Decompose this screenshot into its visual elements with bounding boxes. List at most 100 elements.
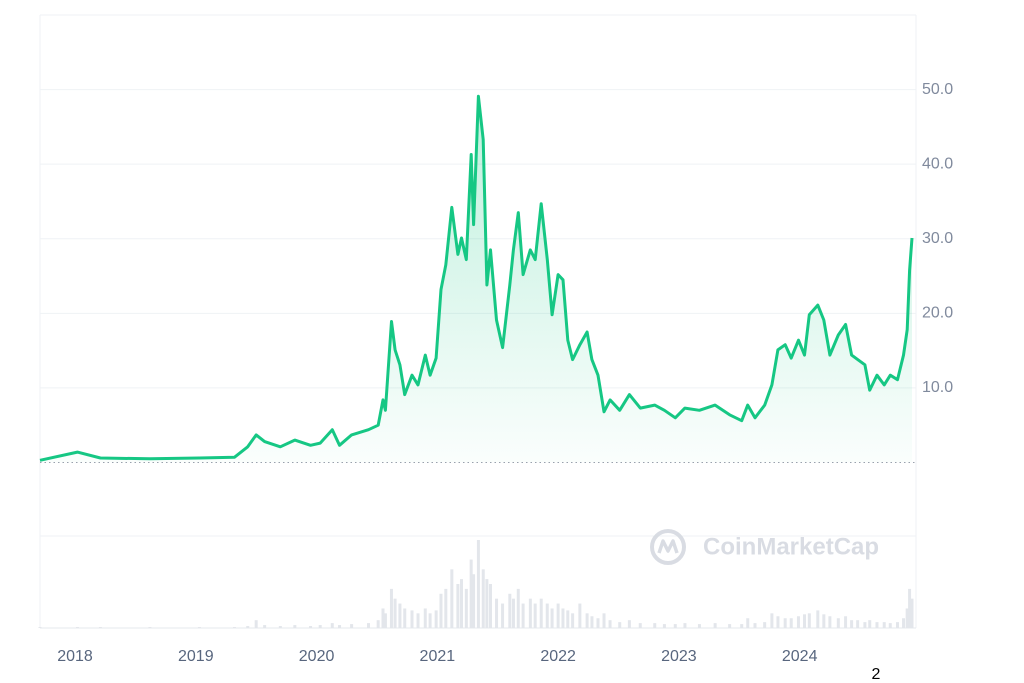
x-tick-label: 2018 xyxy=(57,648,93,665)
volume-bar xyxy=(338,625,342,628)
volume-bar xyxy=(278,626,282,628)
volume-bar xyxy=(423,608,427,628)
volume-bar xyxy=(836,618,840,628)
y-tick-label: 40.0 xyxy=(922,155,953,172)
volume-bar xyxy=(98,627,102,628)
volume-bar xyxy=(309,626,313,628)
volume-bar xyxy=(728,624,732,628)
volume-bar xyxy=(464,588,468,628)
volume-bar xyxy=(293,625,297,628)
volume-bar xyxy=(561,608,565,628)
area xyxy=(40,96,912,463)
volume-bar xyxy=(528,598,532,628)
volume-bar xyxy=(376,620,380,628)
volume-bar xyxy=(263,625,267,628)
volume-bar xyxy=(511,598,515,628)
volume-bar xyxy=(673,624,677,628)
volume-bar xyxy=(882,622,886,628)
volume-bar xyxy=(844,616,848,628)
volume-bar xyxy=(254,620,258,628)
volume-bar xyxy=(902,618,906,628)
volume-bar xyxy=(439,593,443,628)
volume-bar xyxy=(550,608,554,628)
volume-bar xyxy=(585,613,589,628)
volume-bar xyxy=(410,610,414,628)
volume-bar xyxy=(776,616,780,628)
x-tick-label: 2023 xyxy=(661,648,697,665)
volume-bar xyxy=(653,623,657,628)
volume-bar xyxy=(450,569,454,628)
volume-bar xyxy=(472,574,476,628)
volume-bar xyxy=(428,613,432,628)
volume-bar xyxy=(713,623,717,628)
volume-bar xyxy=(863,622,867,628)
x-tick-label: 2022 xyxy=(540,648,576,665)
volume-bar xyxy=(571,613,575,628)
volume-bar xyxy=(501,603,505,628)
volume-bar xyxy=(469,559,473,628)
y-tick-label: 50.0 xyxy=(922,81,953,98)
volume-bar xyxy=(783,618,787,628)
volume-bar xyxy=(456,584,460,628)
volume-bar xyxy=(516,588,520,628)
volume-bar xyxy=(556,603,560,628)
volume-bar xyxy=(763,622,767,628)
volume-bar xyxy=(828,616,832,628)
volume-bar xyxy=(910,598,914,628)
volume-bar xyxy=(545,603,549,628)
volume-bar xyxy=(398,603,402,628)
volume-bar xyxy=(807,613,811,628)
volume-bar xyxy=(662,624,666,628)
volume-bar xyxy=(683,623,687,628)
y-tick-label: 30.0 xyxy=(922,230,953,247)
volume-bar xyxy=(850,620,854,628)
volume-bar xyxy=(383,613,387,628)
volume-bar xyxy=(246,626,250,628)
watermark: CoinMarketCap xyxy=(650,529,879,565)
volume-bar xyxy=(796,616,800,628)
volume-bar xyxy=(596,618,600,628)
volume-bar xyxy=(539,598,543,628)
volume-bar xyxy=(638,623,642,628)
volume-bar xyxy=(896,622,900,628)
volume-bar xyxy=(488,584,492,628)
price-line xyxy=(39,94,914,462)
volume-bar xyxy=(533,603,537,628)
page-number: 2 xyxy=(872,666,881,683)
volume-bar xyxy=(444,588,448,628)
volume-bar xyxy=(495,598,499,628)
volume-bar xyxy=(770,613,774,628)
volume-bar xyxy=(875,622,879,628)
volume-bar xyxy=(590,616,594,628)
volume-bar xyxy=(75,627,79,628)
volume-bar xyxy=(476,540,480,628)
volume-bar xyxy=(350,624,354,628)
volume-bar xyxy=(566,610,570,628)
x-tick-label: 2021 xyxy=(420,648,456,665)
volume-bar xyxy=(330,623,334,628)
volume-bar xyxy=(789,618,793,628)
volume-bar xyxy=(868,620,872,628)
volume-bar xyxy=(381,608,385,628)
volume-bar xyxy=(460,579,464,628)
volume-bar xyxy=(856,620,860,628)
volume-bar xyxy=(905,608,909,628)
volume-bar xyxy=(608,620,612,628)
volume-bar xyxy=(485,579,489,628)
volume-bar xyxy=(508,593,512,628)
volume-bar xyxy=(822,614,826,628)
y-tick-label: 10.0 xyxy=(922,379,953,396)
volume-bar xyxy=(908,588,912,628)
volume-bar xyxy=(38,627,42,628)
volume-bar xyxy=(232,627,236,628)
x-tick-label: 2024 xyxy=(782,648,818,665)
volume-bar xyxy=(618,622,622,628)
volume-bar xyxy=(148,627,152,628)
volume-bar xyxy=(403,608,407,628)
y-tick-label: 20.0 xyxy=(922,305,953,322)
volume-bar xyxy=(803,614,807,628)
volume-bar xyxy=(367,623,371,628)
volume-bar xyxy=(627,620,631,628)
volume-bar xyxy=(888,623,892,628)
volume-bar xyxy=(434,610,438,628)
